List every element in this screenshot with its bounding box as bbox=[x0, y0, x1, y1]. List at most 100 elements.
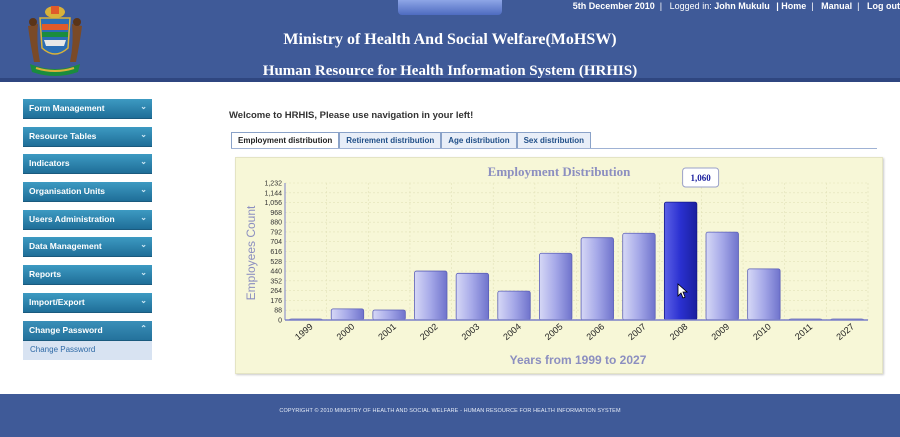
chart-x-tick-label: 2001 bbox=[376, 321, 398, 342]
chart-x-tick-label: 2003 bbox=[460, 321, 482, 342]
chart-y-tick-label: 1,056 bbox=[264, 200, 282, 207]
chart-x-tick-label: 2000 bbox=[335, 321, 357, 342]
sidebar-item-users-administration[interactable]: Users Administration ⌄ bbox=[23, 209, 152, 230]
chart-y-tick-label: 88 bbox=[274, 308, 282, 315]
tab-employment-distribution[interactable]: Employment distribution bbox=[231, 132, 340, 149]
chart-x-ticks: 1999 2000 2001 2002 2003 2004 2005 2006 2007 2008… bbox=[293, 321, 856, 342]
chart-title: Employment Distribution bbox=[488, 164, 631, 179]
copyright-text: COPYRIGHT © 2010 MINISTRY OF HEALTH AND … bbox=[279, 408, 621, 414]
chevron-up-icon: ⌃ bbox=[140, 323, 147, 333]
chart-y-tick-label: 0 bbox=[278, 318, 282, 325]
sidebar-subitem-change-password[interactable]: Change Password bbox=[23, 340, 152, 360]
chart-bar-2002[interactable] bbox=[414, 270, 448, 321]
chart-x-tick-label: 2009 bbox=[709, 321, 731, 342]
chevron-down-icon: ⌄ bbox=[140, 129, 147, 139]
chart-x-tick-label: 2006 bbox=[585, 321, 607, 342]
chart-bar-2006[interactable] bbox=[580, 237, 614, 321]
chart-y-tick-label: 440 bbox=[270, 269, 282, 276]
chart-y-tick-label: 968 bbox=[270, 210, 282, 217]
sidebar-item-label: Resource Tables bbox=[29, 130, 97, 141]
ministry-title: Ministry of Health And Social Welfare(Mo… bbox=[283, 31, 617, 48]
sidebar-item-import-export[interactable]: Import/Export ⌄ bbox=[23, 292, 152, 313]
chart-x-tick-label: 1999 bbox=[293, 321, 315, 342]
chart-y-tick-label: 792 bbox=[270, 229, 282, 236]
manual-link[interactable]: Manual bbox=[821, 1, 853, 11]
sidebar-item-data-management[interactable]: Data Management ⌄ bbox=[23, 237, 152, 258]
date-text: 5th December 2010 bbox=[572, 1, 655, 11]
sidebar-item-organisation-units[interactable]: Organisation Units ⌄ bbox=[23, 182, 152, 203]
sidebar-item-label: Change Password bbox=[29, 324, 103, 335]
sidebar-nav: Form Management ⌄ Resource Tables ⌄ Indica… bbox=[23, 99, 152, 360]
tab-age-distribution[interactable]: Age distribution bbox=[441, 132, 517, 149]
sidebar-item-label: Form Management bbox=[29, 103, 105, 113]
chart-bars bbox=[289, 201, 864, 321]
chevron-down-icon: ⌄ bbox=[140, 268, 147, 278]
chart-y-ticks: 1,2321,1441,0569688807927046165284403522… bbox=[264, 181, 282, 325]
chevron-down-icon: ⌄ bbox=[140, 102, 147, 111]
chevron-down-icon: ⌄ bbox=[140, 185, 147, 195]
sidebar-item-resource-tables[interactable]: Resource Tables ⌄ bbox=[23, 126, 152, 147]
chart-x-tick-label: 2010 bbox=[751, 321, 773, 342]
chevron-down-icon: ⌄ bbox=[140, 240, 147, 250]
chart-y-tick-label: 1,144 bbox=[264, 190, 282, 197]
chart-bar-2000[interactable] bbox=[330, 308, 365, 321]
tab-bar: Employment distribution Retirement distri… bbox=[231, 132, 592, 149]
user-name: John Mukulu bbox=[714, 1, 770, 11]
chart-bar-2001[interactable] bbox=[372, 309, 406, 321]
chart-x-tick-label: 2007 bbox=[626, 321, 648, 342]
chart-bar-2004[interactable] bbox=[497, 290, 531, 321]
top-nav-pill bbox=[398, 0, 502, 15]
chart-bar-2010[interactable] bbox=[747, 268, 781, 321]
system-title: Human Resource for Health Information Sy… bbox=[262, 63, 638, 79]
coat-of-arms-logo bbox=[28, 6, 82, 76]
tab-divider bbox=[231, 148, 877, 149]
home-link[interactable]: | Home bbox=[776, 1, 807, 11]
sidebar-item-reports[interactable]: Reports ⌄ bbox=[23, 265, 152, 286]
chart-x-tick-label: 2004 bbox=[501, 321, 523, 342]
chevron-down-icon: ⌄ bbox=[140, 212, 147, 222]
chart-tooltip: 1,060 bbox=[682, 167, 720, 188]
chart-bar-2007[interactable] bbox=[622, 232, 656, 321]
chevron-down-icon: ⌄ bbox=[140, 295, 147, 305]
chart-y-tick-label: 176 bbox=[270, 298, 282, 305]
chart-x-tick-label: 2008 bbox=[668, 321, 690, 342]
sidebar-item-change-password[interactable]: Change Password ⌃ bbox=[23, 320, 152, 341]
header-bar: 5th December 2010 | Logged in: John Mukul… bbox=[0, 0, 900, 82]
footer-bar: COPYRIGHT © 2010 MINISTRY OF HEALTH AND … bbox=[0, 394, 900, 437]
chart-tooltip-text: 1,060 bbox=[690, 173, 711, 183]
chart-x-tick-label: 2011 bbox=[793, 322, 814, 342]
sidebar-item-label: Data Management bbox=[29, 241, 102, 252]
sidebar-item-label: Users Administration bbox=[29, 213, 115, 224]
chevron-down-icon: ⌄ bbox=[140, 157, 147, 167]
chart-y-tick-label: 704 bbox=[270, 239, 282, 246]
chart-bar-2003[interactable] bbox=[455, 272, 490, 321]
chart-gridlines bbox=[284, 182, 869, 321]
logged-in-label: Logged in: bbox=[669, 1, 712, 11]
chart-y-tick-label: 1,232 bbox=[264, 181, 282, 188]
chart-x-tick-label: 2005 bbox=[543, 321, 565, 342]
chart-x-axis-label: Years from 1999 to 2027 bbox=[510, 353, 647, 367]
chart-x-tick-label: 2002 bbox=[418, 321, 440, 342]
chart-bar-2008[interactable] bbox=[663, 201, 698, 321]
employment-chart: 1,2321,1441,0569688807927046165284403522… bbox=[244, 164, 869, 367]
sidebar-item-label: Import/Export bbox=[29, 296, 85, 307]
chart-y-tick-label: 352 bbox=[270, 278, 282, 285]
chart-y-axis-label: Employees Count bbox=[244, 205, 258, 300]
sidebar-item-indicators[interactable]: Indicators ⌄ bbox=[23, 154, 152, 175]
top-status-bar: 5th December 2010 | Logged in: John Mukul… bbox=[572, 1, 900, 11]
welcome-message: Welcome to HRHIS, Please use navigation … bbox=[229, 110, 474, 121]
sidebar-item-label: Reports bbox=[29, 269, 62, 280]
chart-tooltip-box bbox=[682, 167, 720, 188]
mouse-cursor-icon bbox=[677, 283, 689, 299]
logout-link[interactable]: Log out bbox=[867, 1, 900, 11]
chart-bar-2009[interactable] bbox=[705, 231, 739, 321]
chart-y-tick-label: 528 bbox=[270, 259, 282, 266]
chart-x-tick-label: 2027 bbox=[834, 321, 856, 342]
chart-y-tick-label: 616 bbox=[270, 249, 282, 256]
chart-bar-2005[interactable] bbox=[539, 252, 573, 321]
tab-retirement-distribution[interactable]: Retirement distribution bbox=[339, 132, 442, 149]
tab-sex-distribution[interactable]: Sex distribution bbox=[516, 132, 592, 149]
sidebar-item-label: Organisation Units bbox=[29, 186, 106, 197]
sidebar-item-form-management[interactable]: Form Management ⌄ bbox=[23, 99, 152, 119]
chart-y-tick-label: 264 bbox=[270, 288, 282, 295]
